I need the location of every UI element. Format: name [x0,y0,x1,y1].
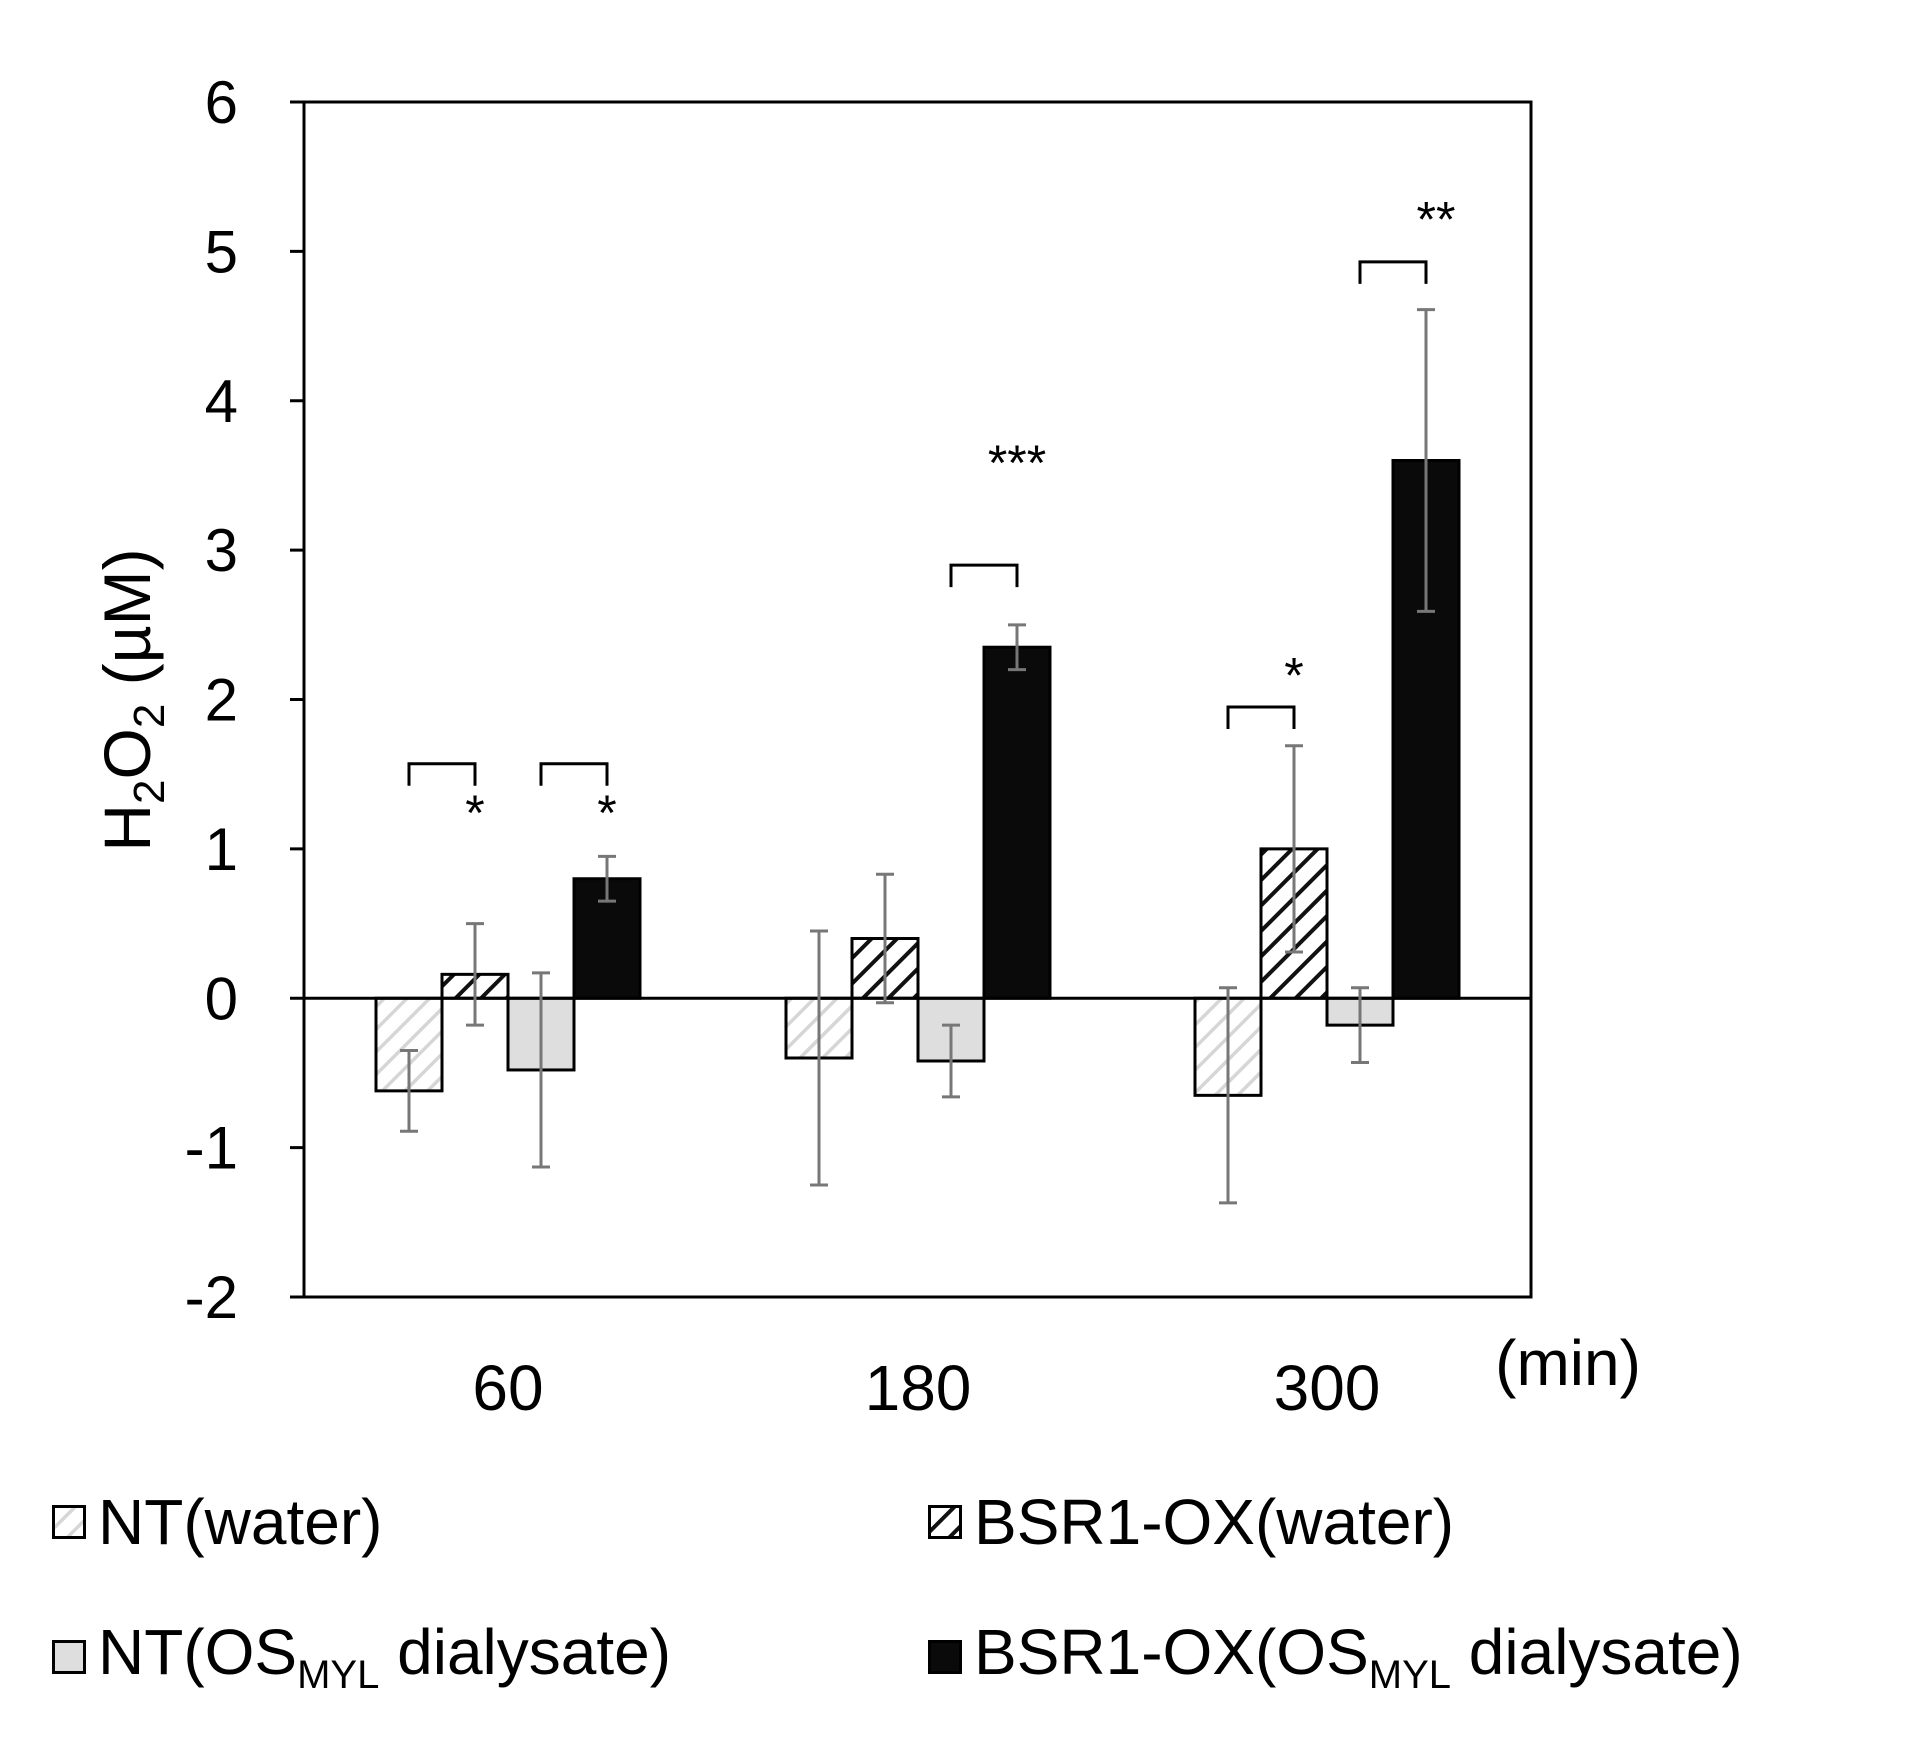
bar [982,645,1052,1000]
significance-bracket [1226,705,1296,729]
x-category-label: 60 [472,1352,543,1424]
y-tick-label: 0 [205,965,238,1032]
significance-bracket [407,762,477,786]
significance-bracket [1358,260,1428,284]
x-category-label: 300 [1274,1352,1381,1424]
y-tick-label: 2 [205,667,238,734]
significance-bracket [539,762,609,786]
x-category-label: 180 [865,1352,972,1424]
y-tick-label: 3 [205,517,238,584]
y-tick-label: 5 [205,218,238,285]
plot-area-frame [302,100,1533,1299]
significance-label: *** [988,435,1046,491]
x-unit-label: (min) [1495,1327,1641,1399]
y-tick-label: -1 [185,1115,238,1182]
y-tick-label: 1 [205,816,238,883]
significance-label: * [1284,648,1303,704]
y-axis-label: H2O2 (µM) [90,548,174,851]
significance-label: * [597,785,616,841]
significance-label: ** [1417,191,1456,247]
y-tick-label: -2 [185,1264,238,1331]
y-tick-label: 4 [205,368,238,435]
significance-bracket [949,563,1019,588]
y-tick-label: 6 [205,69,238,136]
significance-label: * [465,785,484,841]
